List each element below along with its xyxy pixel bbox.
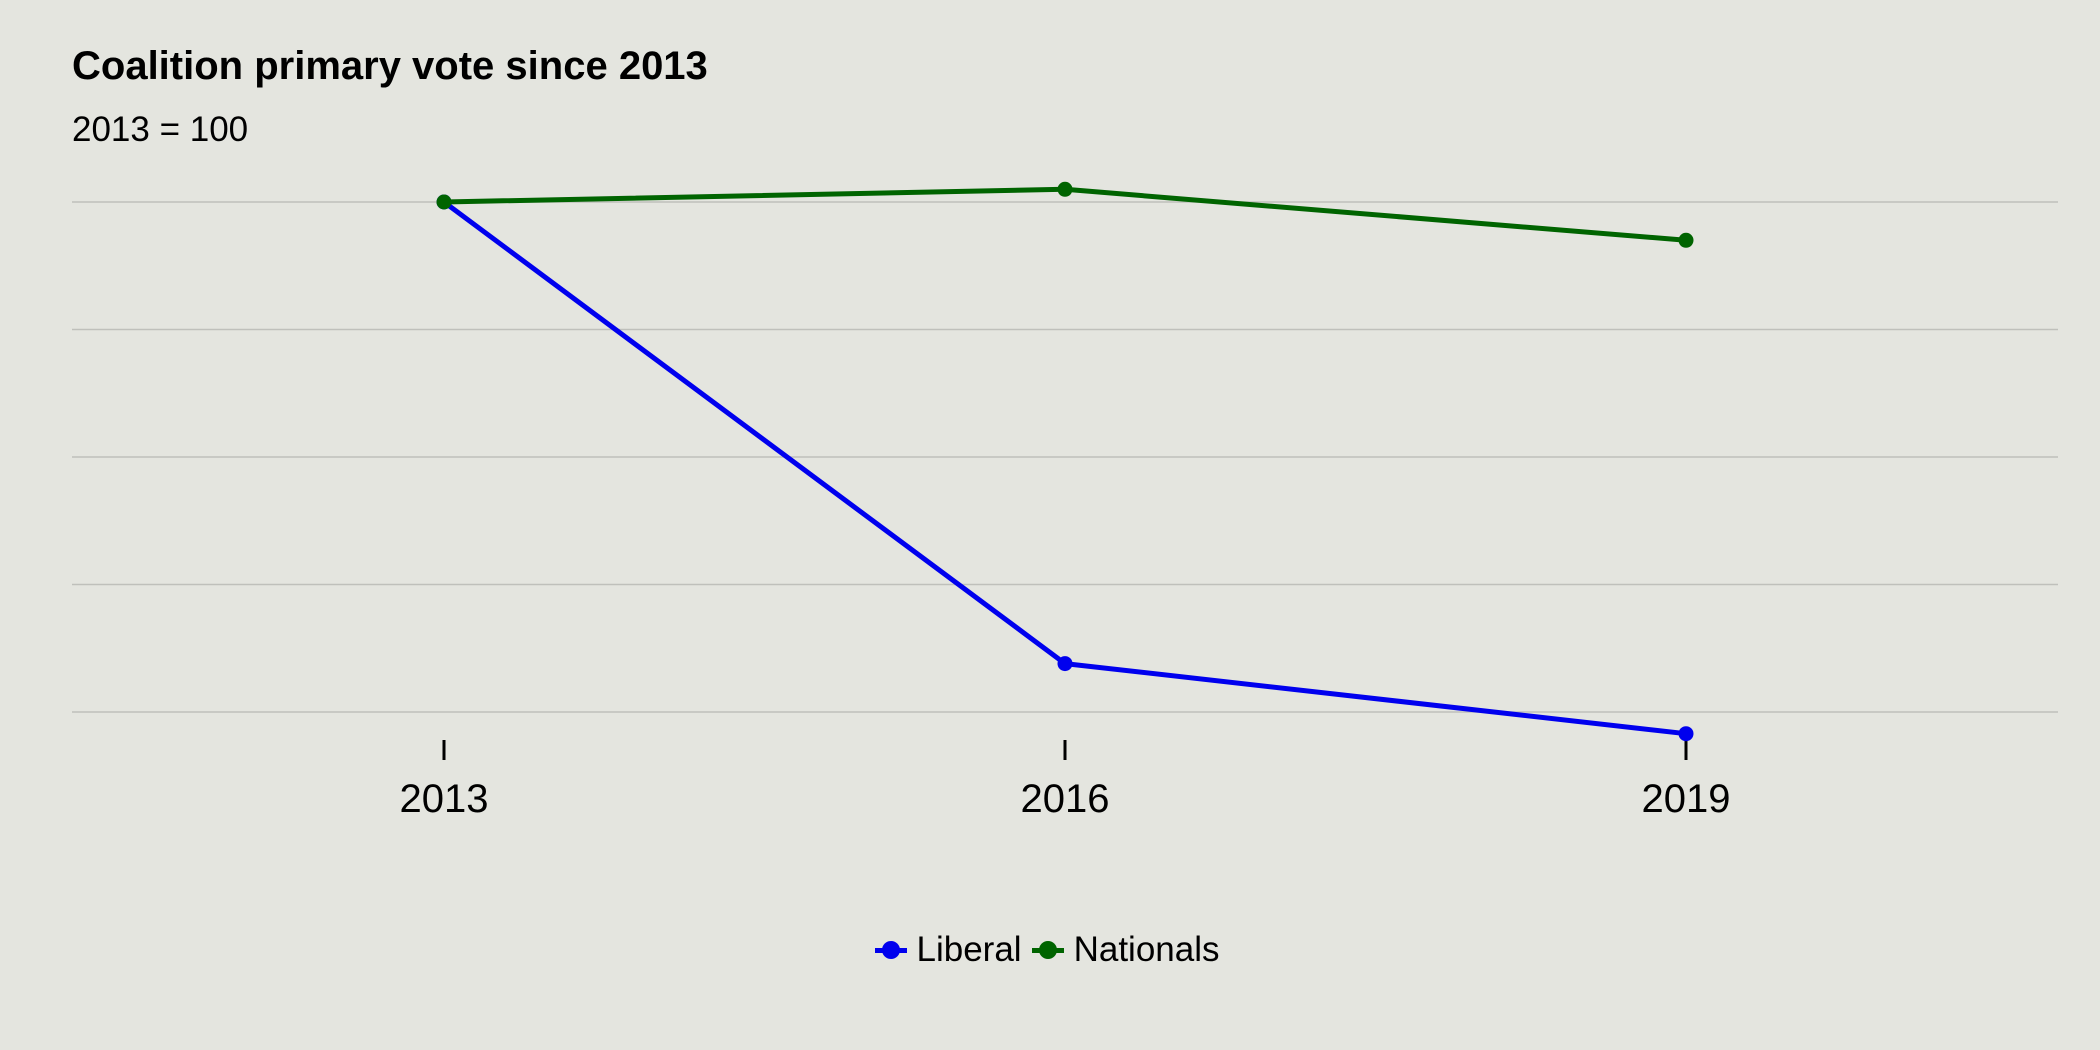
series-nationals <box>436 181 1694 248</box>
legend-label: Nationals <box>1073 930 1220 969</box>
x-tick-label: 2019 <box>1642 777 1731 821</box>
x-axis: 2013 2016 2019 <box>400 740 1731 821</box>
legend-label: Liberal <box>916 930 1022 969</box>
data-point-nationals <box>436 194 452 210</box>
series-line-nationals <box>443 186 1687 243</box>
chart-subtitle: 2013 = 100 <box>72 110 249 149</box>
gridlines <box>72 201 2058 713</box>
series-liberal <box>436 194 1694 742</box>
legend-key-icon <box>1030 932 1066 968</box>
data-point-nationals <box>1678 232 1694 248</box>
legend-item-liberal: Liberal <box>873 930 1022 970</box>
data-point-liberal <box>1057 656 1073 672</box>
legend-item-nationals: Nationals <box>1030 930 1220 970</box>
x-tick-label: 2016 <box>1021 777 1110 821</box>
series-layer <box>436 181 1694 742</box>
data-point-nationals <box>1057 181 1073 197</box>
chart-title: Coalition primary vote since 2013 <box>72 44 708 88</box>
legend: Liberal Nationals <box>0 930 2100 970</box>
legend-key-icon <box>873 932 909 968</box>
data-point-liberal <box>1678 726 1694 742</box>
series-line-liberal <box>442 199 1687 737</box>
x-tick-label: 2013 <box>400 777 489 821</box>
